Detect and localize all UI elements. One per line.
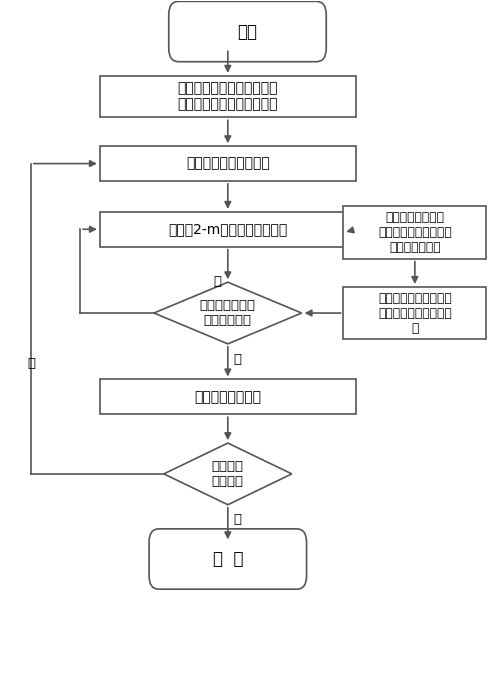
FancyBboxPatch shape [344,287,486,339]
Text: 开始: 开始 [238,23,257,40]
FancyBboxPatch shape [344,207,486,258]
FancyBboxPatch shape [100,146,356,181]
Text: 否: 否 [213,275,221,288]
Text: 功率密度分布迭代函数
迭代出新的功率密度分
布: 功率密度分布迭代函数 迭代出新的功率密度分 布 [378,291,452,334]
Text: 执行热工水力计算: 执行热工水力计算 [195,390,261,404]
FancyBboxPatch shape [169,1,326,62]
Text: 是: 是 [234,513,242,526]
FancyBboxPatch shape [100,380,356,415]
Text: 设定中子学计算迭代次数，
构建功率密度分布迭代函数: 设定中子学计算迭代次数， 构建功率密度分布迭代函数 [178,81,278,112]
Text: 执行第2-m次堆芯中子学计算: 执行第2-m次堆芯中子学计算 [168,222,288,236]
Polygon shape [154,282,301,344]
Text: 否: 否 [27,357,35,369]
FancyBboxPatch shape [100,212,356,247]
Text: 是: 是 [234,353,242,365]
Text: 计算功率密度分布
的相对偏差，选取自适
应松弛因子取值: 计算功率密度分布 的相对偏差，选取自适 应松弛因子取值 [378,211,452,254]
FancyBboxPatch shape [100,76,356,117]
Polygon shape [164,443,292,505]
Text: 结  束: 结 束 [212,550,243,568]
FancyBboxPatch shape [149,529,306,589]
Text: 执行第一次中子学计算: 执行第一次中子学计算 [186,157,270,170]
Text: 是否达到中子学
计算迭代次数: 是否达到中子学 计算迭代次数 [200,299,256,327]
Text: 功率密度
分布收敛: 功率密度 分布收敛 [212,460,244,488]
